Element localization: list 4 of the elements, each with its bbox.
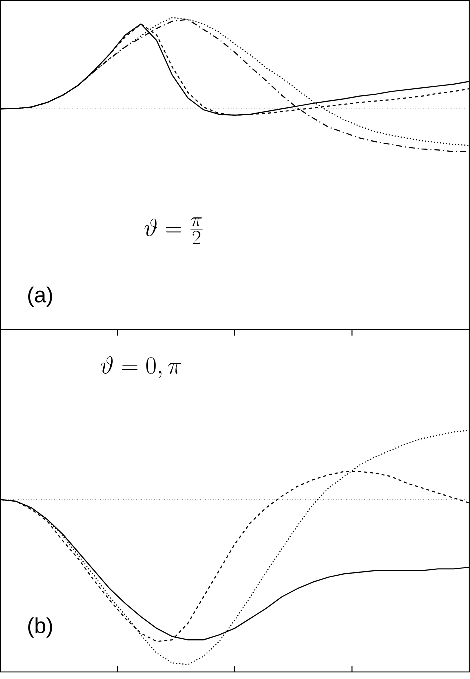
annotation: (b) <box>28 618 52 638</box>
text: $\vartheta = \frac{\pi}{2}$ <box>144 218 203 245</box>
text: (a) <box>28 286 52 308</box>
text: $\vartheta = 0,\pi$ <box>100 356 182 378</box>
